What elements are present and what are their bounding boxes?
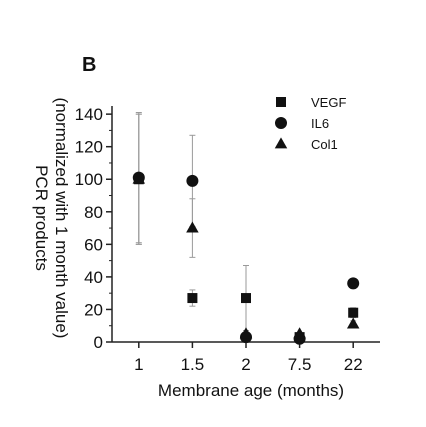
y-tick-label: 80: [84, 203, 103, 222]
x-tick-label: 22: [344, 355, 363, 374]
legend-label-il6: IL6: [311, 116, 329, 131]
data-point-col1: [293, 327, 306, 339]
data-point-il6: [186, 174, 199, 187]
data-point-vegf: [241, 293, 251, 304]
x-tick-label: 2: [241, 355, 250, 374]
y-tick-label: 60: [84, 235, 103, 254]
x-tick-label: 1: [134, 355, 143, 374]
data-point-col1: [346, 317, 360, 329]
y-axis-title-line2: (normalized with 1 month value): [52, 98, 71, 339]
x-axis: 1 1.5 2 7.5 22: [134, 342, 363, 374]
y-tick-label: 120: [75, 138, 103, 157]
y-tick-label: 100: [75, 170, 103, 189]
y-tick-label: 20: [84, 300, 103, 319]
y-axis-title-line1: PCR products: [32, 165, 51, 271]
data-point-col1: [186, 221, 199, 233]
data-point-col1: [239, 327, 253, 339]
data-markers: [132, 171, 360, 345]
legend-label-vegf: VEGF: [311, 95, 346, 110]
legend-label-col1: Col1: [311, 137, 338, 152]
y-tick-label: 0: [94, 333, 103, 352]
y-tick-label: 140: [75, 105, 103, 124]
data-point-col1: [132, 172, 146, 184]
legend-marker-il6: [275, 117, 287, 129]
x-axis-title: Membrane age (months): [158, 381, 344, 400]
x-tick-label: 1.5: [181, 355, 205, 374]
y-axis: 0 20 40 60 80 100 120 140: [75, 105, 112, 352]
data-point-il6: [347, 277, 360, 290]
x-tick-label: 7.5: [288, 355, 312, 374]
y-tick-label: 40: [84, 268, 103, 287]
data-point-vegf: [348, 307, 359, 318]
legend-marker-vegf: [276, 97, 286, 107]
data-point-vegf: [187, 293, 198, 304]
legend-marker-col1: [274, 137, 288, 149]
legend: VEGF IL6 Col1: [274, 95, 346, 152]
panel-label: B: [82, 54, 96, 76]
